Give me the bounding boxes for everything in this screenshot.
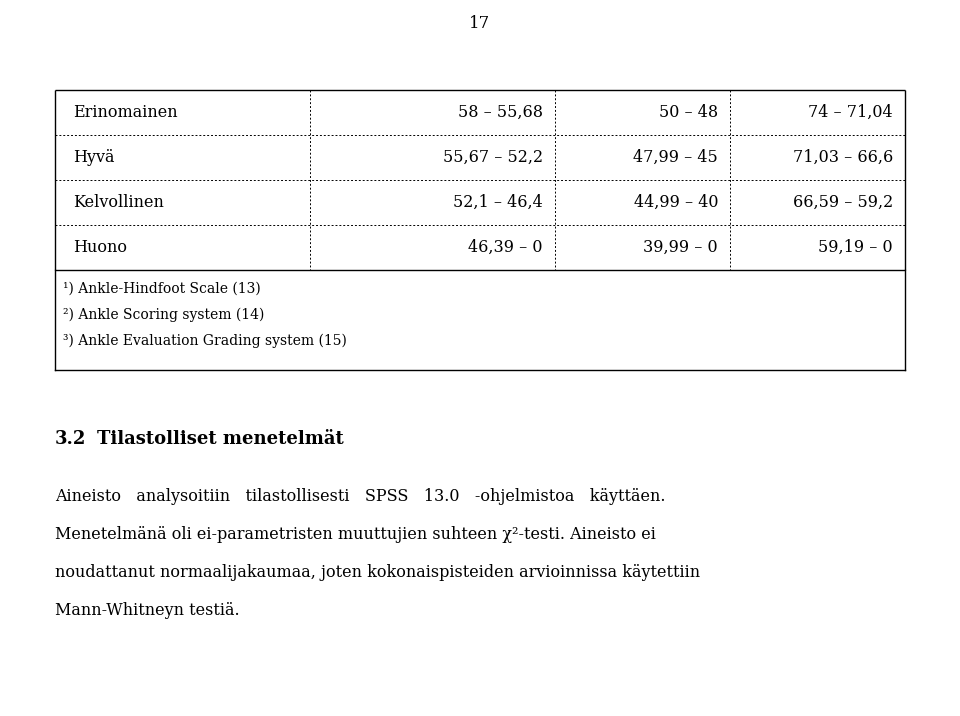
Text: 71,03 – 66,6: 71,03 – 66,6 <box>793 149 893 166</box>
Text: 44,99 – 40: 44,99 – 40 <box>634 194 718 211</box>
Text: Erinomainen: Erinomainen <box>73 104 178 121</box>
Text: ³) Ankle Evaluation Grading system (15): ³) Ankle Evaluation Grading system (15) <box>63 334 347 349</box>
Text: 52,1 – 46,4: 52,1 – 46,4 <box>453 194 543 211</box>
Text: Aineisto   analysoitiin   tilastollisesti   SPSS   13.0   -ohjelmistoa   käyttäe: Aineisto analysoitiin tilastollisesti SP… <box>55 488 665 505</box>
Text: 50 – 48: 50 – 48 <box>659 104 718 121</box>
Text: 74 – 71,04: 74 – 71,04 <box>808 104 893 121</box>
Text: 55,67 – 52,2: 55,67 – 52,2 <box>443 149 543 166</box>
Text: 58 – 55,68: 58 – 55,68 <box>458 104 543 121</box>
Text: Tilastolliset menetelmät: Tilastolliset menetelmät <box>97 430 344 448</box>
Text: 59,19 – 0: 59,19 – 0 <box>818 239 893 256</box>
Text: Menetelmänä oli ei-parametristen muuttujien suhteen χ²-testi. Aineisto ei: Menetelmänä oli ei-parametristen muuttuj… <box>55 526 656 543</box>
Text: 47,99 – 45: 47,99 – 45 <box>634 149 718 166</box>
Text: Mann-Whitneyn testiä.: Mann-Whitneyn testiä. <box>55 602 240 619</box>
Text: ¹) Ankle-Hindfoot Scale (13): ¹) Ankle-Hindfoot Scale (13) <box>63 282 261 296</box>
Text: noudattanut normaalijakaumaa, joten kokonaispisteiden arvioinnissa käytettiin: noudattanut normaalijakaumaa, joten koko… <box>55 564 700 581</box>
Text: Kelvollinen: Kelvollinen <box>73 194 164 211</box>
Text: 39,99 – 0: 39,99 – 0 <box>643 239 718 256</box>
Text: ²) Ankle Scoring system (14): ²) Ankle Scoring system (14) <box>63 308 264 322</box>
Text: Hyvä: Hyvä <box>73 149 114 166</box>
Text: Huono: Huono <box>73 239 127 256</box>
Text: 46,39 – 0: 46,39 – 0 <box>468 239 543 256</box>
Text: 66,59 – 59,2: 66,59 – 59,2 <box>793 194 893 211</box>
Text: 17: 17 <box>469 15 491 32</box>
Text: 3.2: 3.2 <box>55 430 86 448</box>
